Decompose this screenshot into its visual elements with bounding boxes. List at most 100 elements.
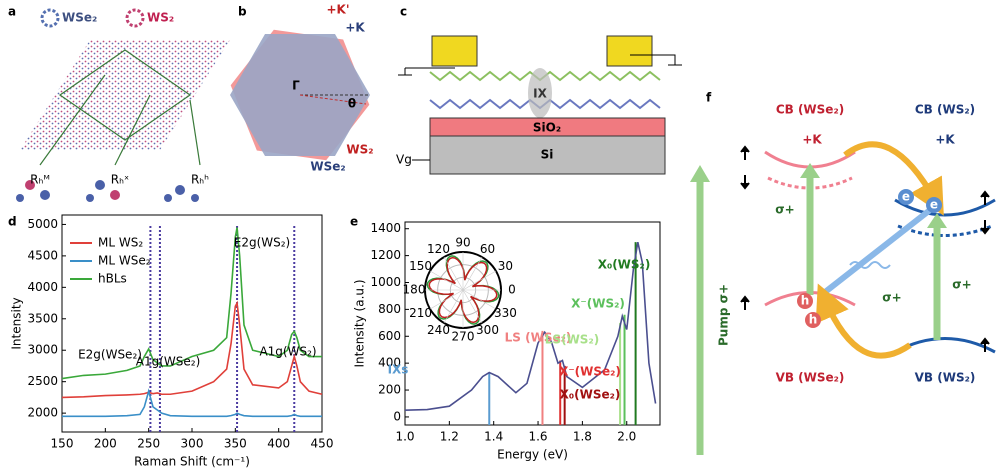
electron-transfer bbox=[843, 141, 944, 216]
label: WS₂ bbox=[147, 11, 174, 25]
label: Vg bbox=[396, 153, 412, 167]
angle-label: 240 bbox=[427, 323, 450, 337]
label: e bbox=[902, 190, 910, 204]
x-tick-label: 2.0 bbox=[617, 430, 636, 444]
arrows bbox=[39, 74, 201, 166]
panel-letter: a bbox=[8, 5, 16, 19]
peak-annotation: E2g(WSe₂) bbox=[78, 348, 142, 362]
pump-arrow-head bbox=[690, 165, 710, 182]
label: h bbox=[801, 294, 810, 308]
peak-label: X⁻(WS₂) bbox=[571, 297, 625, 311]
label: SiO₂ bbox=[533, 121, 561, 135]
label: WSe₂ bbox=[310, 160, 345, 174]
series-line bbox=[61, 300, 323, 399]
polar-spoke bbox=[429, 270, 464, 291]
y-tick-label: 400 bbox=[378, 356, 401, 370]
y-tick-label: 4000 bbox=[27, 280, 58, 294]
label: σ+ bbox=[775, 203, 794, 217]
legend-label: hBLs bbox=[98, 272, 127, 286]
series-line bbox=[62, 388, 322, 418]
label: IX bbox=[533, 87, 547, 101]
angle-label: 270 bbox=[452, 330, 475, 344]
angle-label: 60 bbox=[480, 242, 495, 256]
label: σ+ bbox=[952, 278, 971, 292]
label: e bbox=[930, 198, 938, 212]
panel-letter: f bbox=[706, 91, 712, 105]
label: WSe₂ bbox=[62, 11, 97, 25]
spin-arrows bbox=[740, 145, 990, 352]
label: CB (WSe₂) bbox=[776, 103, 844, 117]
angle-label: 120 bbox=[427, 242, 450, 256]
x-tick-label: 1.6 bbox=[528, 430, 547, 444]
y-tick-label: 1000 bbox=[370, 275, 401, 289]
x-tick-label: 400 bbox=[267, 437, 290, 451]
label: CB (WS₂) bbox=[915, 103, 975, 117]
label: Rₕᴹ bbox=[30, 173, 50, 187]
peak-label: IXs bbox=[388, 363, 409, 377]
label: +K' bbox=[326, 3, 349, 17]
atom-icons bbox=[16, 8, 199, 202]
y-tick-label: 200 bbox=[378, 383, 401, 397]
y-tick-label: 4500 bbox=[27, 248, 58, 262]
hole-transfer bbox=[815, 283, 912, 359]
peak-label: X⁻(WSe₂) bbox=[559, 365, 621, 379]
ix-transition bbox=[818, 207, 932, 299]
angle-label: 210 bbox=[409, 306, 432, 320]
peak-label: X₀(WSe₂) bbox=[560, 388, 621, 402]
y-tick-label: 0 bbox=[393, 409, 401, 423]
x-tick-label: 250 bbox=[137, 437, 160, 451]
x-axis-label: Energy (eV) bbox=[497, 448, 568, 462]
excitation-head bbox=[927, 213, 947, 228]
emission bbox=[849, 261, 891, 269]
polar-spoke bbox=[462, 289, 483, 324]
polar-spoke bbox=[462, 289, 497, 310]
angle-label: 30 bbox=[498, 259, 513, 273]
label: +K bbox=[935, 133, 955, 147]
label: VB (WSe₂) bbox=[776, 371, 845, 385]
y-tick-label: 800 bbox=[378, 302, 401, 316]
label: h bbox=[809, 313, 818, 327]
label: Si bbox=[541, 148, 554, 162]
panel-letter: c bbox=[400, 5, 407, 19]
x-tick-label: 450 bbox=[311, 437, 334, 451]
x-axis-label: Raman Shift (cm⁻¹) bbox=[134, 455, 250, 469]
peak-annotation: A1g(WSe₂) bbox=[136, 355, 201, 369]
lattice bbox=[20, 40, 230, 150]
y-axis-label: Intensity (a.u.) bbox=[353, 280, 367, 368]
polar-spoke bbox=[462, 270, 497, 291]
label: Pump σ+ bbox=[717, 284, 731, 346]
legend-label: ML WS₂ bbox=[98, 236, 143, 250]
y-tick-label: 2500 bbox=[27, 374, 58, 388]
gamma-k-prime bbox=[299, 94, 367, 105]
angle-label: 150 bbox=[409, 259, 432, 273]
angle-label: 90 bbox=[455, 236, 470, 250]
panel-letter: b bbox=[238, 5, 247, 19]
y-tick-label: 3000 bbox=[27, 343, 58, 357]
exciton bbox=[528, 68, 552, 118]
angle-label: 0 bbox=[508, 283, 516, 297]
x-tick-label: 350 bbox=[224, 437, 247, 451]
peak-annotation: E2g(WS₂) bbox=[234, 236, 291, 250]
x-tick-label: 1.4 bbox=[484, 430, 503, 444]
series-line bbox=[61, 227, 322, 380]
polar-spoke bbox=[443, 289, 464, 324]
plot-frame bbox=[404, 221, 661, 426]
electrode bbox=[606, 35, 653, 67]
y-tick-label: 2000 bbox=[27, 406, 58, 420]
y-tick-label: 5000 bbox=[27, 217, 58, 231]
si bbox=[429, 135, 666, 175]
y-tick-label: 3500 bbox=[27, 311, 58, 325]
label: +K bbox=[345, 21, 365, 35]
y-tick-label: 600 bbox=[378, 329, 401, 343]
moire-cell bbox=[58, 49, 192, 141]
angle-label: 300 bbox=[476, 323, 499, 337]
label: θ bbox=[348, 97, 356, 111]
y-tick-label: 1400 bbox=[370, 221, 401, 235]
label: Γ bbox=[292, 79, 300, 93]
y-axis-label: Intensity bbox=[10, 297, 24, 349]
series-line bbox=[404, 241, 657, 412]
ground-wires bbox=[398, 54, 682, 76]
electrode bbox=[431, 35, 478, 67]
peak-label: LS (WSe₂) bbox=[505, 331, 572, 345]
